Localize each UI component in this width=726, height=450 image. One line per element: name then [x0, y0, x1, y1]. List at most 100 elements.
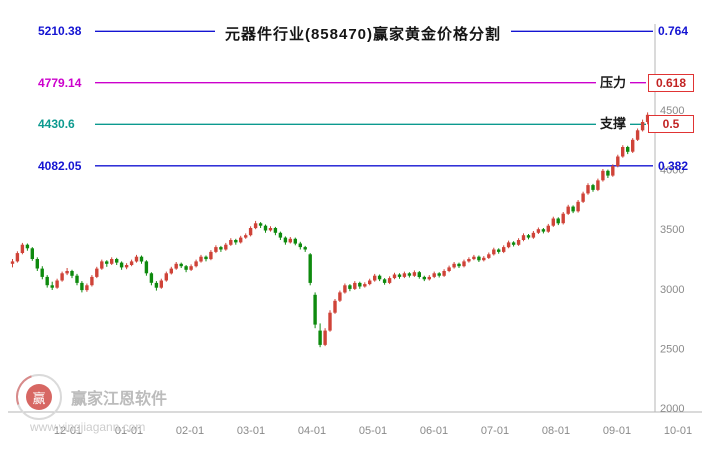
candle-body [621, 147, 625, 157]
candle-body [110, 259, 114, 264]
candle-body [65, 271, 69, 274]
candle-body [591, 185, 595, 190]
candle-body [85, 285, 89, 291]
candle-body [174, 263, 178, 269]
x-axis-tick: 05-01 [359, 425, 387, 437]
candle-body [169, 268, 173, 274]
candle-body [303, 247, 307, 250]
candle-body [566, 206, 570, 214]
candle-body [60, 273, 64, 281]
candle-body [452, 263, 456, 268]
candle-body [586, 185, 590, 194]
candle-body [308, 254, 312, 283]
candle-body [427, 276, 431, 280]
candle-body [40, 268, 44, 277]
candle-body [363, 284, 367, 287]
candle-body [382, 279, 387, 283]
candle-body [189, 266, 193, 270]
x-axis-tick: 10-01 [664, 425, 692, 437]
candle-body [472, 256, 476, 260]
candle-body [214, 247, 218, 252]
candle-body [323, 330, 327, 345]
candle-body [45, 276, 49, 286]
candle-body [194, 261, 198, 267]
candle-body [462, 261, 466, 267]
candle-body [318, 330, 322, 345]
candle-body [55, 280, 59, 288]
candle-body [561, 213, 565, 224]
candle-body [556, 218, 560, 224]
y-axis-tick: 3500 [660, 224, 684, 236]
candle-body [144, 261, 149, 274]
candle-body [159, 280, 163, 288]
candle-body [477, 256, 481, 261]
y-axis-tick: 4000 [660, 165, 684, 177]
candle-body [650, 120, 655, 125]
y-axis-tick: 2500 [660, 343, 684, 355]
candle-body [298, 243, 302, 248]
candle-body [283, 237, 288, 243]
candle-body [437, 273, 441, 276]
candle-body [219, 247, 223, 250]
x-axis-tick: 03-01 [237, 425, 265, 437]
candle-body [248, 228, 253, 236]
candle-body [531, 232, 536, 238]
candle-body [239, 237, 243, 243]
watermark-url: www.yingjiagann.com [30, 420, 146, 434]
candle-body [115, 259, 119, 263]
candle-body [20, 244, 25, 253]
candle-body [387, 278, 392, 283]
candle-body [521, 235, 526, 240]
logo-seal: 赢 [26, 384, 52, 410]
candle-body [10, 261, 15, 264]
candle-body [358, 282, 362, 287]
candle-body [224, 244, 228, 250]
candle-body [442, 271, 446, 276]
candle-body [253, 223, 258, 229]
x-axis-tick: 04-01 [298, 425, 326, 437]
candle-body [278, 232, 283, 238]
candle-body [204, 256, 208, 260]
candle-body [611, 166, 615, 176]
candle-body [571, 206, 575, 212]
candle-body [244, 235, 248, 238]
candle-body [15, 253, 20, 262]
candle-body [293, 238, 297, 244]
candle-body [457, 263, 461, 267]
candle-body [179, 263, 183, 267]
y-axis-tick: 3000 [660, 284, 684, 296]
candle-body [601, 170, 605, 181]
candle-body [164, 273, 168, 281]
candle-body [75, 275, 79, 283]
candle-body [95, 268, 99, 277]
candle-body [377, 275, 382, 280]
candle-body [70, 271, 74, 276]
candle-body [209, 251, 213, 260]
candle-body [288, 238, 292, 243]
candle-body [640, 122, 645, 131]
x-axis-tick: 06-01 [420, 425, 448, 437]
candle-body [263, 225, 268, 231]
candle-body [368, 280, 372, 285]
candle-body [397, 274, 402, 277]
candle-body [392, 274, 397, 279]
candle-body [258, 223, 263, 226]
candle-body [417, 272, 421, 277]
candle-body [268, 228, 273, 231]
candle-body [487, 254, 491, 258]
candle-body [139, 256, 144, 262]
candle-body [492, 249, 496, 255]
candle-body [526, 235, 531, 238]
candle-body [338, 292, 342, 301]
candle-body [105, 261, 109, 264]
candle-body [631, 139, 635, 152]
candle-body [502, 247, 506, 252]
candle-body [199, 256, 203, 262]
candle-body [422, 276, 426, 280]
candle-body [134, 256, 139, 262]
candle-body [348, 285, 352, 289]
candle-body [313, 294, 317, 325]
candle-body [90, 276, 94, 286]
candle-body [234, 240, 238, 243]
